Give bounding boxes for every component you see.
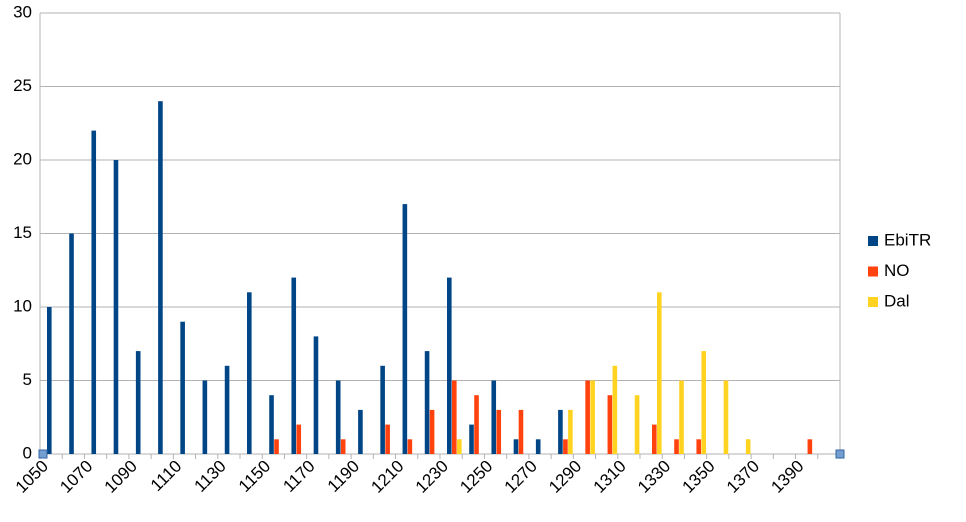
bar [518,409,524,454]
bar [274,439,279,454]
legend-swatch [868,266,878,277]
legend-swatch [868,236,878,246]
bar [474,395,479,454]
bar [424,351,430,454]
bar [135,351,141,454]
bar [402,204,408,454]
bar [335,380,341,454]
y-tick-label: 30 [13,2,32,21]
bar [585,380,590,454]
bar [313,336,319,454]
bar [723,380,729,454]
y-tick-label: 15 [13,223,32,242]
bar [429,409,435,454]
y-tick-label: 20 [13,149,32,168]
legend-label: NO [884,261,910,280]
bar [340,439,346,454]
bar [269,395,274,454]
handle [835,449,845,459]
bar [291,277,297,454]
bar [745,439,751,454]
bar [224,365,230,454]
bar [679,380,684,454]
handle [38,449,48,459]
bar [47,307,52,454]
bar [513,439,519,454]
bar [634,395,640,454]
bar [202,380,208,454]
bar [113,160,119,454]
bar [407,439,413,454]
bar [358,409,363,454]
bar [535,439,541,454]
bar [385,424,390,454]
bar [296,424,302,454]
bar [612,365,618,454]
bar [674,439,679,454]
bar [496,409,502,454]
bar [807,439,813,454]
y-tick-label: 0 [23,443,32,462]
y-tick-label: 25 [13,76,32,95]
bar [91,130,97,454]
bar [452,380,457,454]
bar [607,395,613,454]
legend-label: EbiTR [884,230,931,249]
bar [469,424,474,454]
bar [657,292,662,454]
bar [447,277,452,454]
bar [696,439,702,454]
y-tick-label: 5 [23,370,32,389]
bar [568,409,573,454]
bar [558,409,563,454]
bar [380,365,385,454]
bar [457,439,462,454]
bar [652,424,657,454]
bar [247,292,252,454]
bar [158,101,163,454]
bar [563,439,568,454]
bar [180,321,185,454]
bar [701,351,707,454]
legend-label: Dal [884,291,910,310]
y-tick-label: 10 [13,296,32,315]
bar [590,380,595,454]
bar [69,233,74,454]
legend-swatch [868,297,878,307]
bar [491,380,497,454]
